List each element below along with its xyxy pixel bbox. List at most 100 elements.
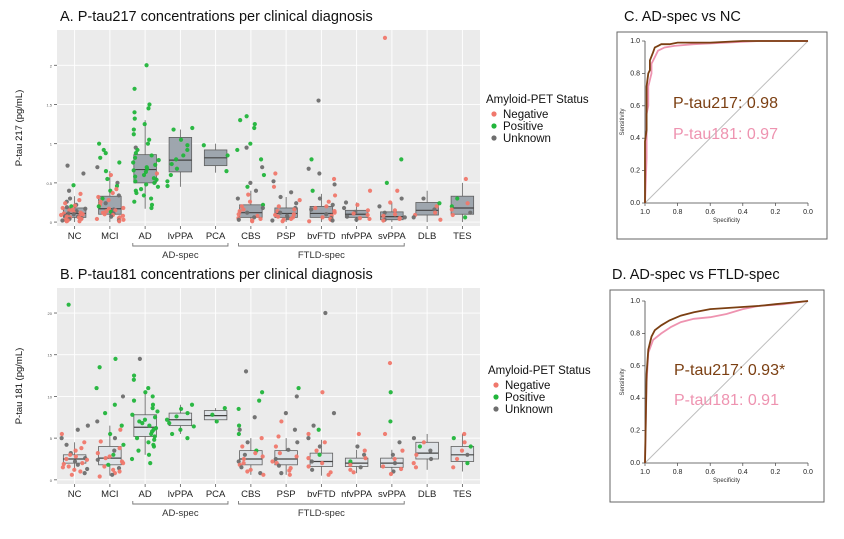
data-point: [240, 444, 245, 449]
y-tick-label: 0.2: [630, 428, 640, 435]
data-point: [102, 212, 107, 217]
data-point: [64, 205, 70, 210]
data-point: [121, 217, 126, 222]
data-point: [222, 406, 227, 411]
data-point: [131, 160, 136, 165]
data-point: [392, 461, 398, 466]
data-point: [400, 448, 405, 453]
legend-title: Amyloid-PET Status: [486, 94, 589, 106]
data-point: [174, 414, 179, 419]
data-point: [143, 390, 148, 395]
data-point: [179, 406, 184, 412]
legend-item: Negative: [503, 109, 548, 121]
data-point: [82, 440, 87, 445]
data-point: [306, 464, 311, 469]
data-point: [132, 116, 137, 121]
data-point: [131, 377, 136, 382]
legend-swatch: [491, 123, 497, 129]
data-point: [236, 212, 241, 217]
x-tick-label: PCA: [206, 489, 226, 500]
data-point: [71, 212, 76, 217]
x-tick-label: 0.6: [705, 469, 715, 476]
y-tick-label: 0.4: [630, 395, 640, 402]
data-point: [156, 158, 161, 163]
data-point: [294, 454, 299, 459]
data-point: [252, 215, 257, 220]
y-tick-label: 0.2: [630, 168, 640, 175]
data-point: [130, 412, 135, 417]
data-point: [133, 174, 138, 179]
x-tick-label: AD: [139, 231, 152, 242]
group-label: FTLD-spec: [298, 508, 345, 519]
y-tick-label: 1: [50, 142, 53, 147]
data-point: [326, 472, 331, 477]
data-point: [411, 215, 416, 220]
data-point: [354, 217, 359, 222]
data-point: [153, 162, 158, 167]
data-point: [399, 196, 404, 201]
x-tick-label: nfvPPA: [341, 489, 373, 500]
data-point: [174, 157, 179, 162]
data-point: [132, 86, 137, 91]
data-point: [238, 118, 243, 123]
data-point: [104, 209, 109, 214]
x-tick-label: lvPPA: [168, 231, 194, 242]
data-point: [260, 202, 266, 207]
data-point: [411, 461, 416, 466]
data-point: [144, 182, 149, 187]
data-point: [111, 452, 116, 457]
data-point: [117, 219, 122, 224]
roc-curve-ptau217: [644, 300, 809, 464]
data-point: [332, 182, 337, 187]
data-point: [150, 406, 155, 411]
x-tick-label: bvFTD: [307, 489, 336, 500]
x-tick-label: PSP: [277, 231, 296, 242]
data-point: [72, 459, 78, 464]
data-point: [235, 196, 240, 201]
y-tick-label: 5: [50, 436, 53, 441]
data-point: [367, 188, 373, 193]
data-point: [314, 448, 319, 453]
data-point: [348, 467, 353, 472]
data-point: [73, 454, 78, 459]
data-point: [75, 462, 80, 467]
data-point: [317, 171, 322, 176]
data-point: [297, 198, 302, 203]
data-point: [84, 457, 90, 462]
data-point: [294, 394, 299, 399]
auc-label-ptau181: P-tau181: 0.91: [674, 392, 779, 409]
data-point: [115, 180, 120, 185]
data-point: [413, 465, 419, 470]
data-point: [438, 217, 443, 222]
data-point: [399, 157, 404, 162]
data-point: [351, 470, 356, 475]
data-point: [131, 132, 136, 137]
box: [309, 452, 334, 467]
data-point: [392, 208, 398, 213]
legend-item: Unknown: [505, 404, 553, 416]
data-point: [292, 427, 298, 432]
x-tick-label: AD: [139, 489, 152, 500]
data-point: [382, 210, 387, 215]
data-point: [165, 183, 170, 189]
data-point: [64, 442, 69, 447]
data-point: [462, 431, 467, 437]
data-point: [101, 147, 106, 153]
data-point: [82, 471, 87, 476]
x-tick-label: 0.2: [771, 209, 781, 216]
data-point: [190, 125, 195, 131]
data-point: [155, 184, 161, 189]
data-point: [108, 172, 113, 178]
data-point: [260, 390, 265, 395]
data-point: [77, 219, 82, 224]
data-point: [149, 202, 155, 207]
data-point: [306, 436, 311, 441]
data-point: [468, 210, 473, 215]
data-point: [102, 464, 107, 469]
data-point: [348, 459, 353, 464]
data-point: [96, 204, 101, 209]
data-point: [258, 216, 263, 222]
data-point: [451, 436, 456, 441]
data-point: [279, 419, 284, 424]
data-point: [131, 398, 137, 403]
